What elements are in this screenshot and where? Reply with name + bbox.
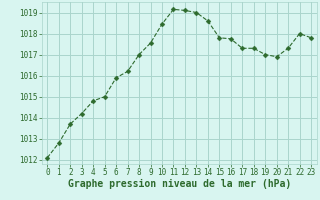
X-axis label: Graphe pression niveau de la mer (hPa): Graphe pression niveau de la mer (hPa) bbox=[68, 179, 291, 189]
